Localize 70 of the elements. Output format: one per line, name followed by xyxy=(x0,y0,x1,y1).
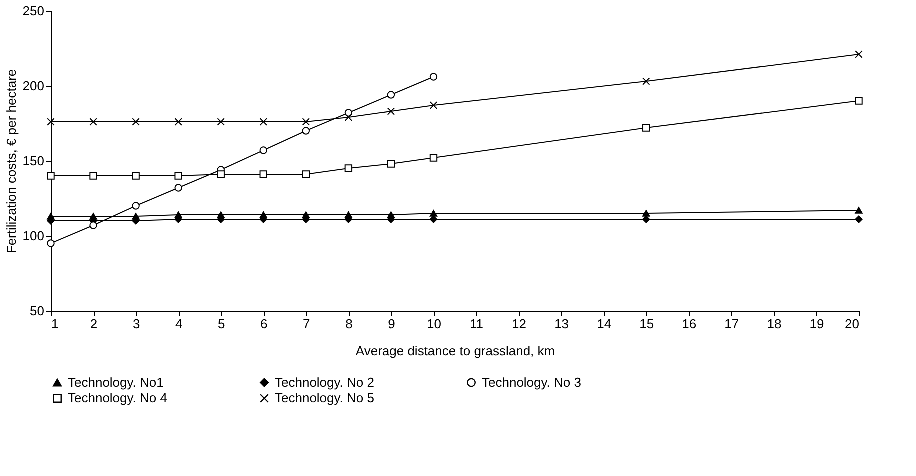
point xyxy=(855,50,863,58)
x-tick-label: 17 xyxy=(724,316,740,332)
point xyxy=(260,170,268,178)
y-tick-label: 100 xyxy=(22,228,44,244)
point xyxy=(344,114,353,122)
point xyxy=(344,164,353,172)
point xyxy=(855,97,863,105)
point xyxy=(855,207,863,214)
point xyxy=(90,118,98,126)
point xyxy=(430,210,438,217)
point xyxy=(132,172,140,180)
point xyxy=(132,118,140,126)
x-tick-label: 7 xyxy=(303,316,310,332)
x-tick-label: 2 xyxy=(90,316,98,332)
point xyxy=(387,108,396,116)
x-tick-label: 13 xyxy=(554,316,570,332)
point xyxy=(387,91,396,99)
legend-label: Technology. No 5 xyxy=(275,390,374,406)
point xyxy=(174,172,182,180)
x-tick-label: 12 xyxy=(512,316,527,332)
y-tick-label: 200 xyxy=(22,78,44,94)
legend-label: Technology. No 3 xyxy=(482,374,582,390)
x-axis-title: Average distance to grassland, km xyxy=(356,344,556,358)
point xyxy=(430,102,438,110)
x-tick-label: 9 xyxy=(388,316,396,332)
x-tick-label: 3 xyxy=(132,316,140,332)
point xyxy=(90,222,98,230)
y-tick-label: 150 xyxy=(22,154,44,168)
point xyxy=(260,118,268,126)
point xyxy=(90,172,98,180)
point xyxy=(47,240,55,248)
y-axis-title: Fertilization costs, € per hectare xyxy=(4,69,19,254)
point xyxy=(855,216,863,224)
x-tick-label: 20 xyxy=(845,316,860,332)
x-tick-label: 1 xyxy=(52,316,59,332)
point xyxy=(387,160,396,168)
point xyxy=(302,127,310,135)
x-tick-label: 11 xyxy=(470,316,484,332)
legend-label: Technology. No 4 xyxy=(68,390,168,406)
legend-label: Technology. No 2 xyxy=(275,374,374,390)
y-tick-label: 50 xyxy=(30,304,44,318)
point xyxy=(47,118,55,126)
x-tick-label: 10 xyxy=(427,316,442,332)
point xyxy=(642,124,650,132)
point xyxy=(260,146,268,154)
point xyxy=(174,184,182,192)
point xyxy=(174,118,182,126)
x-tick-label: 6 xyxy=(260,316,268,332)
point xyxy=(132,202,140,210)
point xyxy=(430,154,438,162)
x-tick-label: 5 xyxy=(218,316,226,332)
point xyxy=(430,73,438,81)
point xyxy=(430,216,438,224)
point xyxy=(217,170,225,178)
point xyxy=(642,216,650,224)
x-tick-label: 18 xyxy=(767,316,782,332)
point xyxy=(47,172,55,180)
point xyxy=(642,78,650,86)
x-tick-label: 14 xyxy=(597,316,612,332)
point xyxy=(217,118,225,126)
legend-label: Technology. No1 xyxy=(68,374,164,390)
x-tick-label: 4 xyxy=(175,316,183,332)
point xyxy=(302,170,310,178)
point xyxy=(642,210,650,217)
x-tick-label: 15 xyxy=(640,316,654,332)
x-tick-label: 16 xyxy=(682,316,697,332)
y-tick-label: 250 xyxy=(22,4,44,18)
point xyxy=(302,118,310,126)
x-tick-label: 8 xyxy=(346,316,353,332)
x-tick-label: 19 xyxy=(810,316,824,332)
